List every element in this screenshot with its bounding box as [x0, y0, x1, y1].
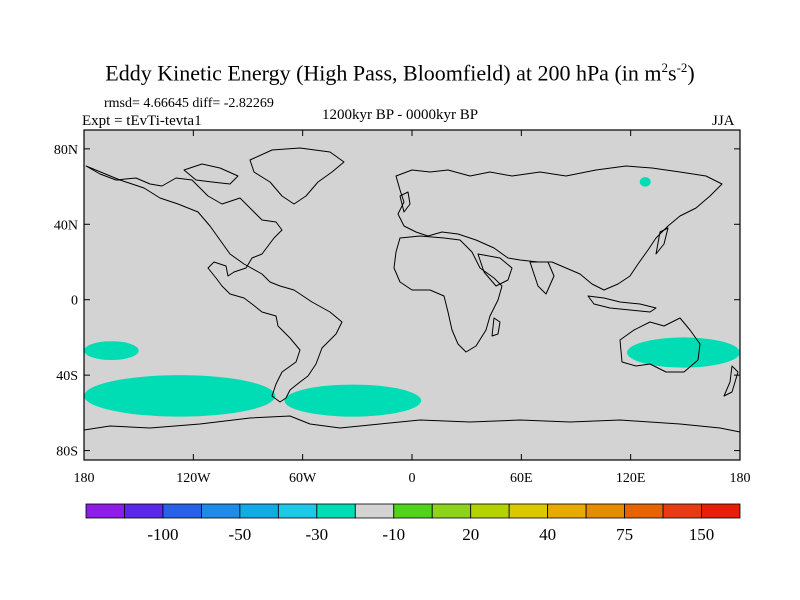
- y-tick-label: 80S: [56, 445, 78, 460]
- colorbar-swatch: [470, 503, 510, 519]
- colorbar-label: 75: [616, 525, 633, 544]
- coast-new-zealand: [723, 365, 739, 397]
- colorbar-swatch: [547, 503, 587, 519]
- coast-greenland: [249, 147, 345, 205]
- coast-eurasia: [395, 165, 723, 291]
- anomaly-region: [639, 177, 651, 187]
- x-tick-label: 180: [730, 471, 751, 486]
- colorbar-label: -10: [382, 525, 405, 544]
- anomaly-region: [284, 384, 422, 417]
- colorbar-swatch: [431, 503, 472, 519]
- coast-africa: [393, 235, 503, 353]
- x-axis: 180 120W 60W 0 60E 120E 180: [74, 130, 751, 486]
- y-tick-label: 40N: [54, 218, 78, 233]
- coast-arabia: [477, 253, 513, 287]
- coast-madagascar: [491, 317, 501, 337]
- coastlines: [83, 147, 741, 433]
- map-title: Eddy Kinetic Energy (High Pass, Bloomfie…: [105, 60, 695, 86]
- coast-japan: [655, 227, 669, 255]
- x-tick-label: 120W: [176, 471, 211, 486]
- y-tick-label: 40S: [56, 369, 78, 384]
- colorbar-label: -50: [229, 525, 252, 544]
- colorbar-label: 150: [689, 525, 715, 544]
- colorbar-label: 40: [539, 525, 556, 544]
- coast-indonesia: [587, 295, 657, 313]
- anomaly-region: [627, 337, 740, 368]
- coast-uk: [399, 191, 411, 213]
- colorbar-swatch: [316, 503, 356, 519]
- x-tick-label: 180: [74, 471, 95, 486]
- colorbar-label: -100: [147, 525, 178, 544]
- x-tick-label: 120E: [616, 471, 646, 486]
- colorbar-swatch: [624, 503, 664, 519]
- anomaly-region: [84, 341, 139, 361]
- colorbar-label: -30: [305, 525, 328, 544]
- colorbar-swatch: [662, 503, 702, 519]
- y-axis: 80N 40N 0 40S 80S: [54, 143, 740, 460]
- coast-india: [529, 261, 555, 295]
- season-label: JJA: [712, 113, 735, 129]
- coast-antarctica: [83, 415, 741, 433]
- colorbar-swatch: [701, 503, 741, 519]
- colorbar-swatch: [239, 503, 279, 519]
- coast-arctic-islands: [183, 163, 239, 185]
- y-tick-label: 80N: [54, 143, 78, 158]
- period-label: 1200kyr BP - 0000kyr BP: [322, 107, 479, 123]
- colorbar-swatch: [162, 503, 202, 519]
- colorbar-label: 20: [462, 525, 479, 544]
- x-tick-label: 60E: [510, 471, 533, 486]
- colorbar-swatch: [201, 503, 241, 519]
- x-tick-label: 60W: [289, 471, 317, 486]
- coast-north-america: [85, 165, 343, 403]
- colorbar-swatch: [277, 503, 318, 519]
- anomaly-region: [84, 375, 276, 417]
- colorbar-swatch: [85, 503, 125, 519]
- anomaly-layer: [84, 177, 740, 417]
- coast-australia: [619, 317, 701, 373]
- experiment-label: Expt = tEvTi-tevta1: [82, 113, 202, 129]
- colorbar-swatch: [354, 503, 395, 519]
- stats-text: rmsd= 4.66645 diff= -2.82269: [104, 96, 274, 111]
- colorbar-swatch: [393, 503, 433, 519]
- map-plot: 180 120W 60W 0 60E 120E 180 80N 40N 0 40S 80S: [54, 129, 751, 486]
- colorbar: -100 -50 -30 -10 20 40 75 150: [85, 503, 741, 544]
- colorbar-swatch: [585, 503, 625, 519]
- colorbar-swatch: [124, 503, 164, 519]
- x-tick-label: 0: [409, 471, 416, 486]
- colorbar-swatch: [508, 503, 549, 519]
- y-tick-label: 0: [71, 294, 78, 309]
